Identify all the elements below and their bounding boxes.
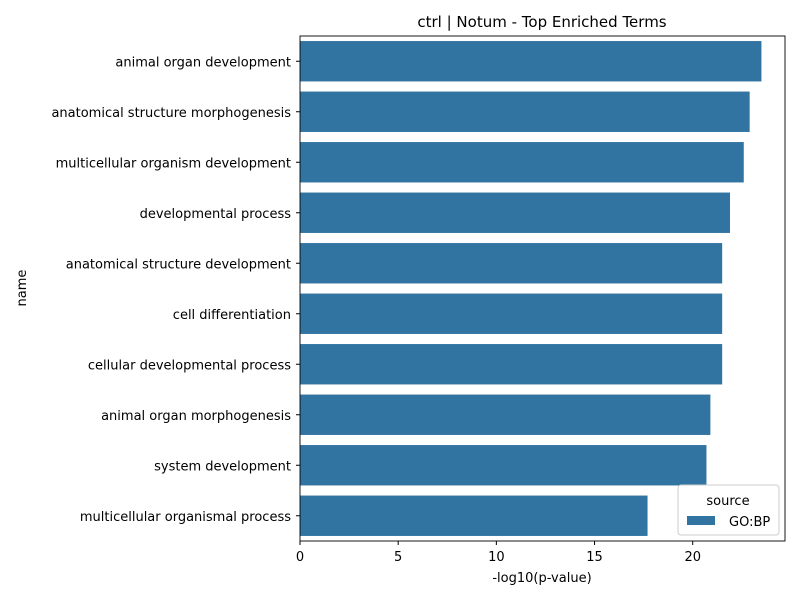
y-tick-label: developmental process bbox=[140, 207, 292, 222]
bar bbox=[300, 192, 731, 233]
chart-title: ctrl | Notum - Top Enriched Terms bbox=[417, 13, 666, 31]
y-tick-label: animal organ development bbox=[115, 55, 291, 70]
y-tick-label: system development bbox=[154, 459, 291, 474]
x-axis-ticks: 0 5 10 15 20 bbox=[296, 541, 701, 565]
bar bbox=[300, 344, 723, 385]
bar-group bbox=[300, 41, 762, 536]
legend: source GO:BP bbox=[677, 484, 780, 536]
y-tick-label: multicellular organism development bbox=[56, 156, 291, 171]
y-tick-label: cellular developmental process bbox=[88, 358, 291, 373]
bar bbox=[300, 142, 744, 183]
x-axis-label: -log10(p-value) bbox=[492, 571, 591, 586]
x-tick-label: 15 bbox=[586, 550, 603, 565]
y-tick-label: cell differentiation bbox=[173, 308, 291, 323]
bar bbox=[300, 445, 707, 486]
x-tick-label: 20 bbox=[684, 550, 701, 565]
x-tick-label: 10 bbox=[488, 550, 505, 565]
y-tick-label: anatomical structure morphogenesis bbox=[51, 106, 291, 121]
legend-swatch bbox=[687, 516, 715, 525]
y-axis-label: name bbox=[15, 270, 30, 307]
bar bbox=[300, 243, 723, 284]
bar bbox=[300, 41, 762, 82]
bar bbox=[300, 495, 648, 536]
y-tick-label: anatomical structure development bbox=[66, 257, 291, 272]
x-tick-label: 5 bbox=[394, 550, 402, 565]
legend-title: source bbox=[706, 494, 749, 509]
y-category-labels: animal organ development anatomical struc… bbox=[51, 55, 300, 525]
legend-entry-label: GO:BP bbox=[729, 515, 770, 530]
bar bbox=[300, 293, 723, 334]
plot-frame bbox=[299, 35, 786, 542]
x-tick-label: 0 bbox=[296, 550, 304, 565]
bar bbox=[300, 394, 711, 435]
y-tick-label: animal organ morphogenesis bbox=[101, 409, 291, 424]
bar bbox=[300, 91, 750, 132]
y-tick-label: multicellular organismal process bbox=[80, 510, 291, 525]
